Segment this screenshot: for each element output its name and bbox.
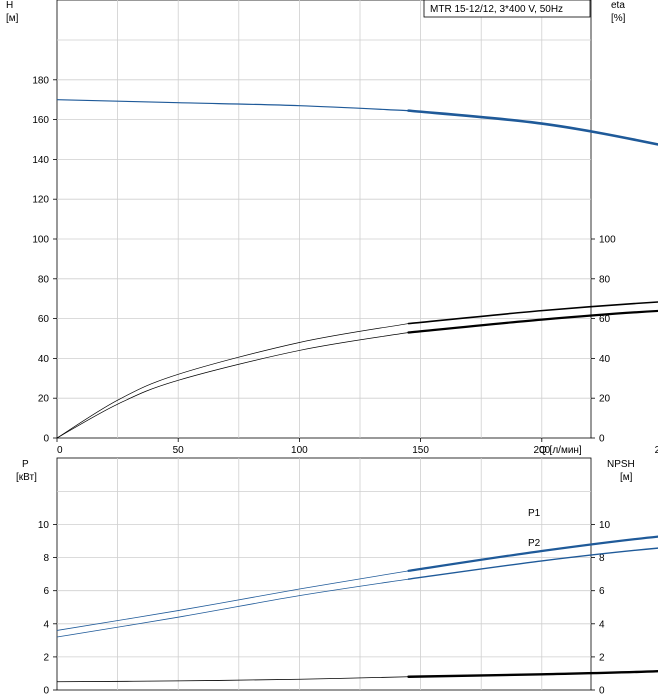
bottom-right-tick-label: 8 xyxy=(599,553,605,564)
top-right-tick-label: 80 xyxy=(599,274,611,285)
bottom-series xyxy=(56,535,658,683)
head-efficiency-panel: 0 20 40 60 80 100 120 140 160 180 0 20 40 60 80 100 0 50 1… xyxy=(6,0,658,456)
top-left-tick-label: 0 xyxy=(43,434,49,445)
npsh-curve-extended xyxy=(56,676,409,683)
bottom-tick-labels: 0 2 4 6 8 10 0 2 4 6 8 10 xyxy=(38,520,611,697)
bottom-right-tick-label: 6 xyxy=(599,586,605,597)
bottom-right-tick-label: 2 xyxy=(599,652,605,663)
top-right-tick-label: 60 xyxy=(599,314,611,325)
p2-label: P2 xyxy=(528,538,541,549)
top-left-tick-label: 180 xyxy=(32,75,49,86)
top-left-tick-label: 120 xyxy=(32,195,49,206)
eta_a-curve xyxy=(407,301,658,325)
npsh-curve xyxy=(407,669,658,678)
bottom-left-tick-label: 10 xyxy=(38,520,50,531)
top-right-tick-label: 40 xyxy=(599,354,611,365)
p-axis-unit: [кВт] xyxy=(16,472,37,483)
top-left-tick-label: 80 xyxy=(38,274,50,285)
top-right-tick-label: 100 xyxy=(599,235,616,246)
eta_b-curve-extended xyxy=(56,332,409,439)
top-left-tick-label: 40 xyxy=(38,354,50,365)
eta-axis-unit: [%] xyxy=(611,13,626,24)
top-x-tick-label: 0 xyxy=(57,445,63,456)
x-axis-label: Q [л/мин] xyxy=(539,445,582,456)
p1-curve xyxy=(407,535,658,572)
npsh-axis-unit: [м] xyxy=(620,472,633,483)
bottom-right-tick-label: 10 xyxy=(599,520,611,531)
bottom-left-tick-label: 6 xyxy=(43,586,49,597)
bottom-plot-frame xyxy=(56,457,592,691)
h-axis-unit: [м] xyxy=(6,13,19,24)
eta-axis-label: eta xyxy=(611,0,625,11)
top-x-tick-label: 150 xyxy=(412,445,429,456)
top-grid xyxy=(57,0,591,438)
top-x-tick-label: 50 xyxy=(173,445,185,456)
eta_a-curve-extended xyxy=(56,323,409,439)
top-tick-labels: 0 20 40 60 80 100 120 140 160 180 0 20 40 60 80 100 0 50 1… xyxy=(32,75,658,456)
power-npsh-panel: 0 2 4 6 8 10 0 2 4 6 8 10 P [кВт] NPSH [м] P1 P2 xyxy=(16,457,658,697)
top-series xyxy=(56,99,658,439)
eta_b-curve xyxy=(407,309,658,334)
top-x-tick-label: 250 xyxy=(655,445,658,456)
npsh-axis-label: NPSH xyxy=(607,459,635,470)
top-plot-frame xyxy=(56,0,592,439)
top-left-tick-label: 140 xyxy=(32,155,49,166)
bottom-left-tick-label: 4 xyxy=(43,619,49,630)
bottom-left-tick-label: 2 xyxy=(43,652,49,663)
bottom-left-tick-label: 0 xyxy=(43,686,49,697)
head-curve-extended xyxy=(56,99,409,112)
top-left-tick-label: 60 xyxy=(38,314,50,325)
legend-box xyxy=(423,0,591,18)
p2-curve xyxy=(407,547,658,580)
top-left-tick-label: 100 xyxy=(32,235,49,246)
bottom-right-tick-label: 4 xyxy=(599,619,605,630)
top-x-tick-label: 100 xyxy=(291,445,308,456)
bottom-left-tick-label: 8 xyxy=(43,553,49,564)
p1-curve-extended xyxy=(56,570,409,631)
head-curve xyxy=(407,109,658,146)
top-left-tick-label: 20 xyxy=(38,394,50,405)
top-right-tick-label: 0 xyxy=(599,434,605,445)
legend-box-text: MTR 15-12/12, 3*400 V, 50Hz xyxy=(430,4,563,15)
bottom-right-tick-label: 0 xyxy=(599,686,605,697)
p-axis-label: P xyxy=(22,459,29,470)
top-right-tick-label: 20 xyxy=(599,394,611,405)
p1-label: P1 xyxy=(528,508,541,519)
p2-curve-extended xyxy=(56,578,409,638)
top-left-tick-label: 160 xyxy=(32,115,49,126)
top-x-tick-label: 200 xyxy=(533,445,550,456)
h-axis-label: H xyxy=(6,0,13,11)
